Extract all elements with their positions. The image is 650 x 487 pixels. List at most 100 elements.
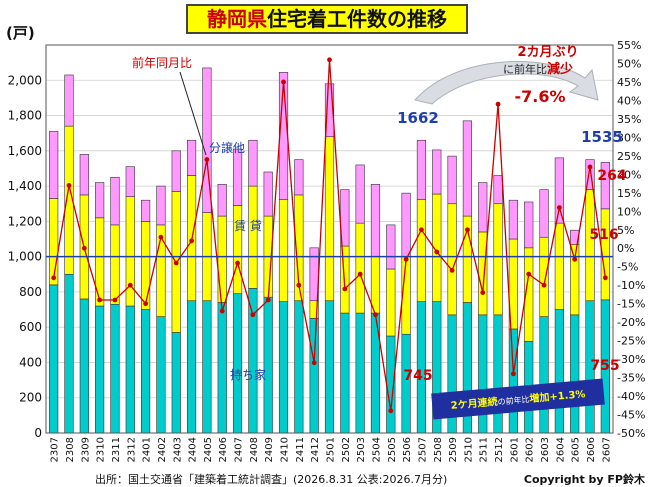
y-left-tick-label: 1,400	[8, 179, 42, 193]
bar-segment-bunjo	[401, 192, 411, 257]
bar-segment-bunjo	[141, 199, 151, 222]
bar-segment-bunjo	[554, 157, 564, 224]
yoy-point	[311, 360, 317, 366]
yoy-point	[373, 312, 378, 318]
series-label-bunjo: 分譲他	[209, 140, 245, 155]
yoy-point	[296, 282, 302, 288]
yoy-point	[204, 157, 210, 162]
series-label-chintai: 賃 貸	[234, 218, 262, 233]
headline-mid: に前年比減少	[503, 61, 573, 77]
bar-segment-chintai	[447, 203, 457, 316]
x-tick-label: 2311	[111, 437, 122, 462]
x-tick-label: 2510	[463, 437, 474, 462]
footer-source: 出所：国土交通省「建築着工統計調査」(2026.8.31 公表:2026.7月分…	[95, 472, 447, 486]
y-left-tick-label: 400	[19, 355, 42, 369]
banner-pre: 2ケ月連続	[450, 395, 498, 412]
y-right-tick-label: 45%	[617, 76, 641, 89]
yoy-point	[97, 297, 103, 303]
yoy-point	[587, 164, 593, 170]
y-left-tick-label: 1,000	[8, 250, 42, 264]
yoy-point	[541, 282, 547, 288]
bar-segment-bunjo	[232, 148, 243, 206]
x-tick-label: 2512	[494, 437, 505, 462]
y-right-tick-label: 40%	[617, 94, 641, 107]
y-right-tick-label: 0%	[617, 242, 634, 255]
bar-segment-chintai	[478, 231, 488, 316]
yoy-point	[449, 268, 455, 273]
yoy-point	[81, 245, 87, 251]
value-bunjo: 264	[597, 168, 626, 184]
y-right-tick-label: -40%	[617, 390, 645, 403]
x-tick-label: 2406	[218, 437, 229, 462]
bar-segment-mochiie	[202, 300, 212, 434]
bar-layer	[49, 67, 610, 434]
banner-mid: の前年比	[497, 394, 530, 407]
bar-segment-chintai	[49, 198, 59, 286]
bar-segment-chintai	[570, 243, 580, 316]
bar-segment-chintai	[386, 268, 396, 337]
bar-segment-chintai	[585, 189, 595, 302]
bar-segment-bunjo	[110, 176, 120, 226]
bar-segment-chintai	[217, 215, 227, 303]
yoy-point	[173, 260, 179, 266]
bar-segment-chintai	[493, 203, 503, 316]
y-left-tick-label: 2,000	[8, 73, 42, 87]
bar-segment-mochiie	[79, 298, 89, 434]
bar-segment-bunjo	[539, 189, 549, 238]
bar-segment-mochiie	[110, 303, 120, 434]
x-tick-label: 2606	[586, 437, 597, 462]
yoy-point	[51, 275, 57, 281]
yoy-label-pointer	[179, 71, 207, 156]
bar-segment-bunjo	[432, 149, 442, 195]
x-tick-label: 2408	[249, 437, 260, 462]
bar-segment-chintai	[110, 224, 120, 305]
x-tick-label: 2502	[341, 437, 352, 462]
bar-segment-bunjo	[355, 164, 365, 224]
yoy-line-label: 前年同月比	[132, 55, 192, 70]
yoy-point	[189, 238, 194, 244]
y-right-tick-label: -20%	[617, 316, 645, 329]
yoy-point	[158, 234, 164, 240]
bar-segment-bunjo	[508, 199, 518, 240]
x-tick-label: 2601	[509, 437, 520, 462]
bar-segment-mochiie	[141, 309, 151, 434]
unit-label: (戸)	[6, 24, 35, 42]
bar-segment-bunjo	[64, 74, 74, 127]
bar-segment-bunjo	[585, 159, 595, 190]
bar-segment-mochiie	[539, 316, 549, 434]
bar-segment-bunjo	[478, 182, 488, 233]
y-right-tick-label: 15%	[617, 187, 641, 200]
x-tick-label: 2307	[50, 437, 61, 462]
x-tick-label: 2505	[387, 437, 398, 462]
x-tick-label: 2402	[157, 437, 168, 462]
bar-segment-mochiie	[278, 301, 289, 434]
bar-segment-mochiie	[340, 312, 350, 434]
footer-copyright: Copyright by FP鈴木	[524, 472, 646, 486]
bar-segment-bunjo	[462, 120, 473, 217]
bar-segment-bunjo	[156, 185, 166, 226]
bar-segment-mochiie	[294, 300, 304, 434]
bar-segment-bunjo	[493, 175, 503, 205]
x-tick-label: 2509	[448, 437, 459, 462]
bar-segment-chintai	[370, 256, 381, 314]
yoy-point	[419, 227, 424, 233]
series-label-mochiie: 持ち家	[230, 367, 266, 382]
bar-segment-mochiie	[248, 288, 258, 434]
y-left-tick-label: 0	[34, 426, 42, 440]
bar-segment-mochiie	[309, 318, 319, 434]
yoy-point	[327, 57, 332, 63]
bar-segment-mochiie	[125, 305, 135, 434]
y-right-tick-label: 25%	[617, 150, 641, 163]
bar-segment-bunjo	[171, 150, 181, 192]
y-left-tick-label: 1,200	[8, 214, 42, 228]
bar-segment-mochiie	[554, 309, 564, 434]
bar-segment-mochiie	[186, 300, 197, 434]
bar-segment-bunjo	[416, 139, 427, 200]
bar-segment-chintai	[324, 136, 335, 302]
y-right-tick-label: -45%	[617, 409, 645, 422]
yoy-point	[602, 275, 608, 281]
yoy-point	[480, 290, 486, 295]
chart-title: 静岡県住宅着工件数の推移	[186, 4, 468, 34]
yoy-point	[357, 271, 363, 277]
x-tick-label: 2412	[310, 437, 321, 462]
